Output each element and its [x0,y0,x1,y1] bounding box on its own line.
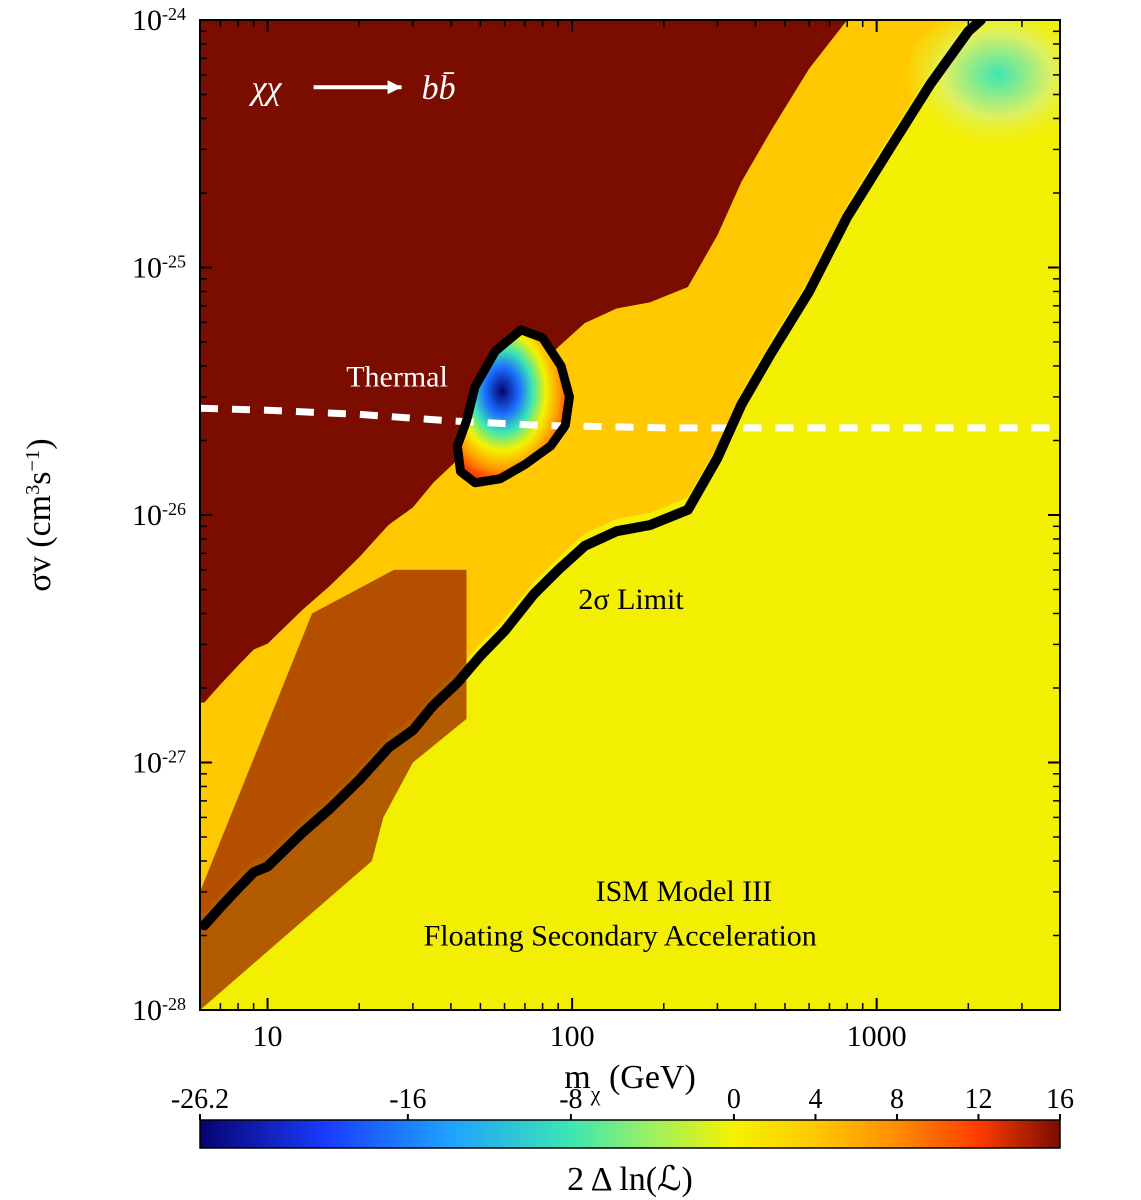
colorbar-tick-label: 8 [890,1084,904,1115]
y-tick-label: 10-28 [132,994,186,1027]
chart-svg: 10 100 1000 10-28 10-27 10-26 10-25 10-24 mχ (Ge… [0,0,1141,1200]
x-axis-label: mχ (GeV) [564,1059,696,1106]
y-tick-label: 10-27 [132,747,186,780]
x-tick-label: 1000 [847,1020,907,1053]
chart-container: 10 100 1000 10-28 10-27 10-26 10-25 10-24 mχ (Ge… [0,0,1141,1200]
colorbar-tick-label: 4 [808,1084,822,1115]
colorbar-tick-label: 0 [727,1084,741,1115]
annotation-limit: 2σ Limit [578,583,684,616]
annotation-model1: ISM Model III [596,875,773,908]
colorbar-tick-label: 12 [964,1084,992,1115]
x-tick-label: 10 [253,1020,283,1053]
colorbar [200,1120,1060,1148]
colorbar-label: 2 Δ ln(ℒ) [567,1161,693,1198]
x-tick-label: 100 [550,1020,595,1053]
colorbar-tick-label: -8 [559,1084,582,1115]
y-tick-label: 10-25 [132,252,186,285]
y-tick-label: 10-26 [132,499,186,532]
colorbar-tick-label: 16 [1046,1084,1074,1115]
y-axis-label: σv (cm3s−1) [21,438,58,591]
colorbar-tick-label: -16 [389,1084,426,1115]
y-tick-label: 10-24 [132,4,186,37]
annotation-model2: Floating Secondary Acceleration [424,920,817,953]
colorbar-tick-label: -26.2 [171,1084,229,1115]
annotation-thermal: Thermal [346,360,448,393]
